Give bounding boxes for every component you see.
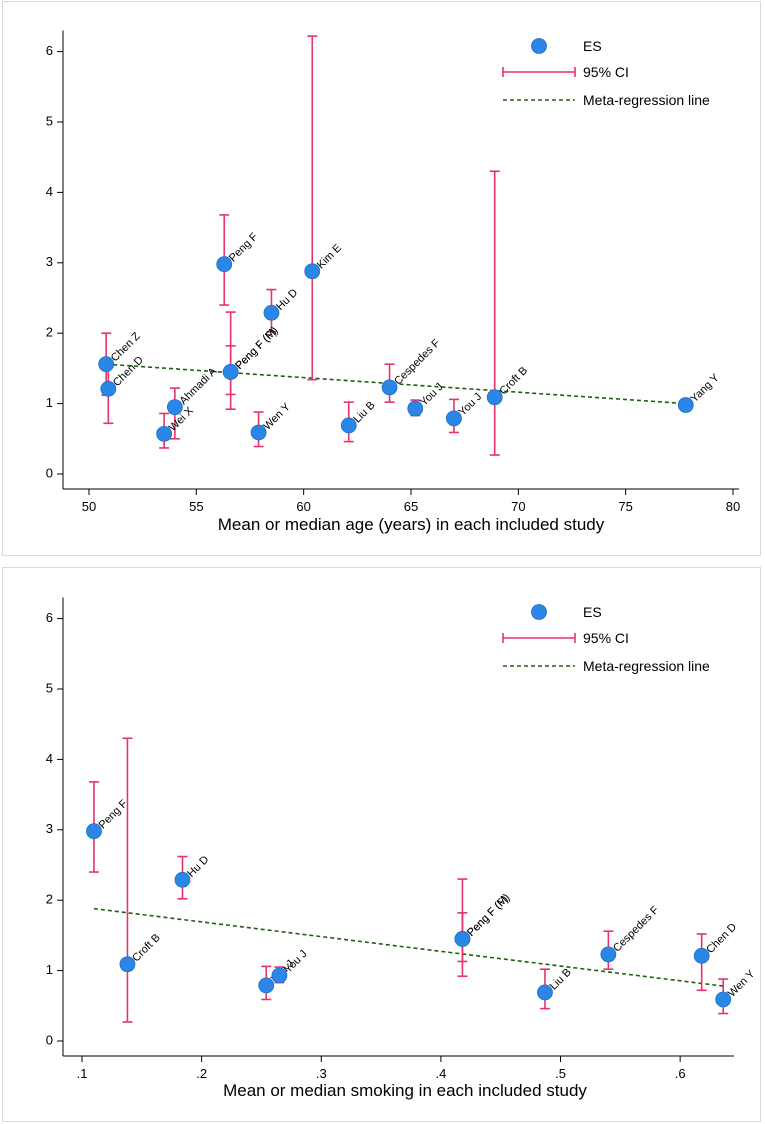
x-tick-label: .4 xyxy=(435,1066,446,1081)
data-point xyxy=(677,397,694,413)
point-label: Liu B xyxy=(548,966,574,992)
point-label: Hu D xyxy=(274,287,300,313)
y-tick-label: 0 xyxy=(46,465,53,480)
x-axis-title: Mean or median age (years) in each inclu… xyxy=(218,515,605,534)
y-tick-label: 4 xyxy=(46,751,53,766)
x-tick-label: .6 xyxy=(675,1066,686,1081)
data-point xyxy=(263,304,280,321)
data-point xyxy=(715,991,732,1008)
x-tick-label: .1 xyxy=(77,1066,88,1081)
point-label: Croft B xyxy=(130,932,163,965)
point-label: Peng F xyxy=(97,798,131,832)
point-label: Chen D xyxy=(704,921,739,956)
data-point xyxy=(216,256,233,273)
age-regression-chart: 0 1 2 3 4 5 6 50 55 60 65 70 75 80 Mean or median age … xyxy=(46,30,740,534)
legend-ci-label: 95% CI xyxy=(583,64,629,80)
point-label: Wen Y xyxy=(726,968,758,1000)
legend-es-marker xyxy=(531,604,547,620)
y-tick-label: 6 xyxy=(46,610,53,625)
y-tick-label: 1 xyxy=(46,395,53,410)
data-point xyxy=(271,967,288,984)
x-tick-label: .2 xyxy=(196,1066,207,1081)
x-tick-label: 70 xyxy=(511,499,525,514)
point-label: Peng F (M) xyxy=(233,325,280,372)
point-label: Peng F (M) xyxy=(465,892,512,939)
legend-es-marker xyxy=(531,38,547,54)
x-axis-title: Mean or median smoking in each included … xyxy=(223,1081,587,1100)
data-point xyxy=(222,364,239,380)
point-label: Kim E xyxy=(315,242,344,271)
point-label: Ahmadi A xyxy=(178,365,220,407)
y-tick-label: 3 xyxy=(46,254,53,269)
data-point xyxy=(381,379,398,396)
smoking-regression-panel: 0 1 2 3 4 5 6 .1 .2 .3 .4 .5 .6 Mean or median smokin… xyxy=(2,567,761,1122)
data-point xyxy=(537,984,553,1001)
x-tick-label: 75 xyxy=(618,499,632,514)
data-point xyxy=(600,946,617,963)
x-tick-label: 80 xyxy=(726,499,740,514)
legend: ES 95% CI Meta-regression line xyxy=(502,604,710,674)
data-point xyxy=(174,871,191,888)
data-point xyxy=(156,425,173,442)
data-point xyxy=(693,947,710,964)
point-label: Yang Y xyxy=(688,371,722,405)
point-label: Cespedes F xyxy=(392,337,443,388)
data-point xyxy=(258,977,275,994)
x-tick-label: .5 xyxy=(555,1066,566,1081)
data-point xyxy=(407,400,424,417)
data-point xyxy=(86,823,102,840)
data-point xyxy=(98,356,115,373)
y-tick-label: 2 xyxy=(46,325,53,340)
regression-line xyxy=(93,907,724,987)
x-tick-label: 50 xyxy=(82,499,96,514)
y-tick-label: 5 xyxy=(46,113,53,128)
point-label: Cespedes F xyxy=(611,904,662,955)
legend: ES 95% CI Meta-regression line xyxy=(502,38,710,108)
legend-es-label: ES xyxy=(583,38,602,54)
point-label: Peng F xyxy=(227,231,261,265)
data-point xyxy=(486,389,503,406)
y-tick-label: 3 xyxy=(46,821,53,836)
y-tick-label: 5 xyxy=(46,680,53,695)
legend-reg-label: Meta-regression line xyxy=(583,92,710,108)
x-tick-label: 55 xyxy=(189,499,203,514)
y-tick-label: 0 xyxy=(46,1032,53,1047)
point-label: You J xyxy=(457,391,485,419)
x-tick-label: 60 xyxy=(296,499,310,514)
point-label: You J xyxy=(282,948,310,976)
data-point xyxy=(304,263,321,280)
point-label: Hu D xyxy=(185,854,211,880)
data-point xyxy=(340,417,357,434)
legend-ci-label: 95% CI xyxy=(583,630,629,646)
data-point xyxy=(446,410,462,427)
y-tick-label: 6 xyxy=(46,43,53,58)
y-tick-label: 4 xyxy=(46,184,53,199)
data-point xyxy=(100,380,117,397)
point-label: Liu B xyxy=(351,399,377,425)
y-tick-label: 2 xyxy=(46,892,53,907)
y-tick-label: 1 xyxy=(46,962,53,977)
legend-es-label: ES xyxy=(583,604,602,620)
data-point xyxy=(454,931,471,947)
data-point xyxy=(166,399,183,416)
x-tick-label: .3 xyxy=(316,1066,327,1081)
smoking-regression-chart: 0 1 2 3 4 5 6 .1 .2 .3 .4 .5 .6 Mean or median smokin… xyxy=(46,597,758,1100)
legend-reg-label: Meta-regression line xyxy=(583,658,710,674)
age-regression-panel: 0 1 2 3 4 5 6 50 55 60 65 70 75 80 Mean or median age … xyxy=(2,1,761,556)
data-point xyxy=(119,956,136,973)
point-label: Wen Y xyxy=(261,401,293,433)
x-tick-label: 65 xyxy=(404,499,418,514)
data-point xyxy=(250,424,267,441)
